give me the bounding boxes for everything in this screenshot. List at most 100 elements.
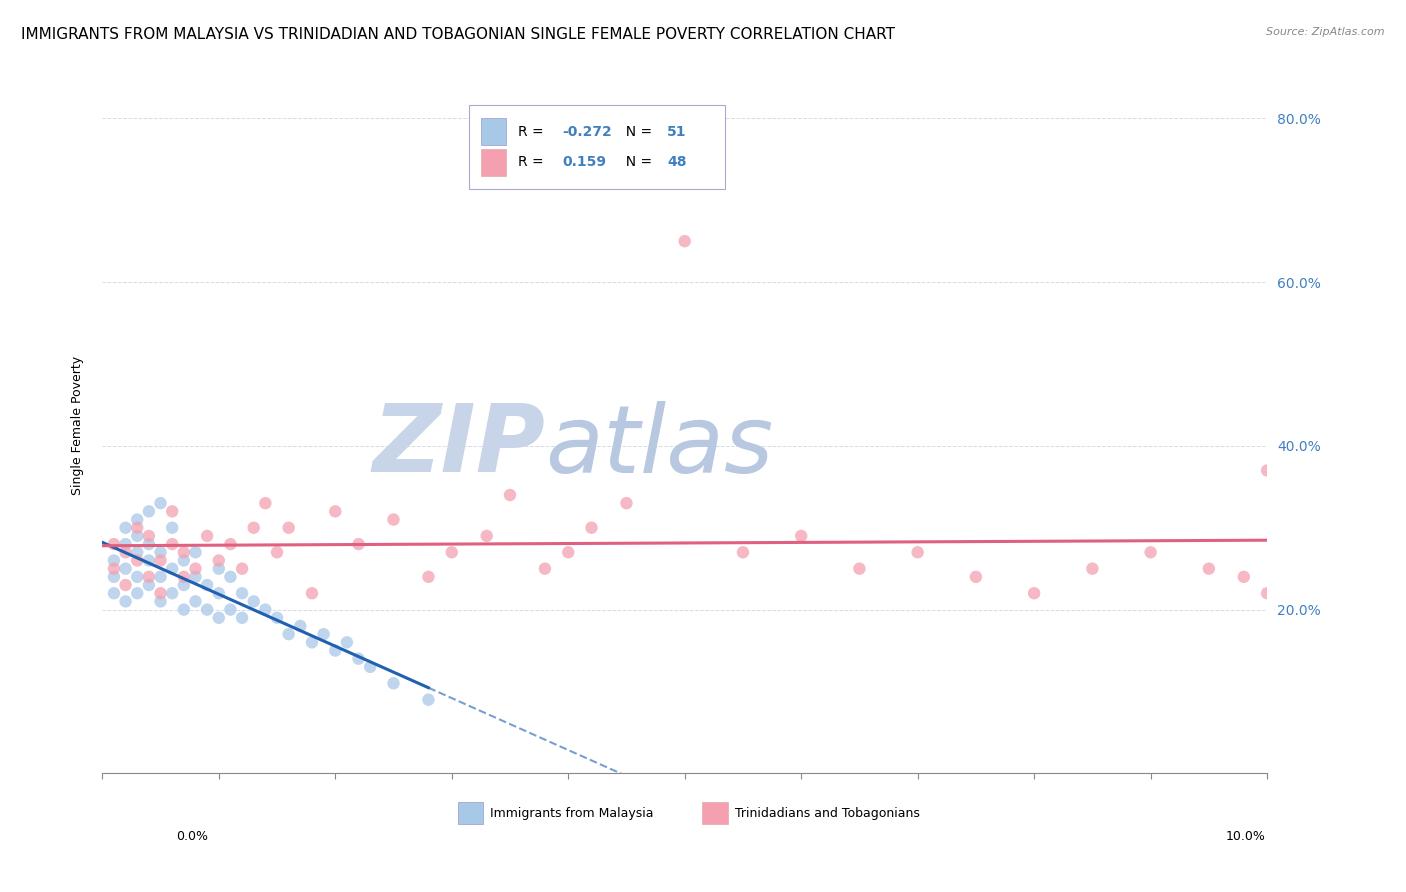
- Point: [581, 521, 603, 535]
- Point: [160, 586, 183, 600]
- Point: [1024, 586, 1046, 600]
- Point: [173, 553, 195, 567]
- Point: [127, 521, 149, 535]
- Point: [1256, 463, 1278, 477]
- Point: [149, 545, 172, 559]
- Point: [149, 496, 172, 510]
- Y-axis label: Single Female Poverty: Single Female Poverty: [72, 356, 84, 495]
- Point: [160, 562, 183, 576]
- Point: [965, 570, 987, 584]
- Point: [149, 586, 172, 600]
- Point: [359, 660, 381, 674]
- Point: [114, 594, 136, 608]
- Point: [418, 692, 440, 706]
- Point: [114, 562, 136, 576]
- Point: [277, 521, 299, 535]
- Point: [242, 594, 264, 608]
- Point: [1081, 562, 1104, 576]
- Point: [266, 611, 288, 625]
- Point: [231, 562, 253, 576]
- Text: -0.272: -0.272: [562, 125, 612, 139]
- Text: N =: N =: [617, 155, 657, 169]
- Point: [499, 488, 522, 502]
- Point: [254, 496, 277, 510]
- Point: [323, 643, 346, 657]
- Text: IMMIGRANTS FROM MALAYSIA VS TRINIDADIAN AND TOBAGONIAN SINGLE FEMALE POVERTY COR: IMMIGRANTS FROM MALAYSIA VS TRINIDADIAN …: [21, 27, 896, 42]
- Point: [418, 570, 440, 584]
- Point: [127, 545, 149, 559]
- Point: [347, 651, 370, 665]
- Point: [336, 635, 359, 649]
- Point: [219, 537, 242, 551]
- Point: [907, 545, 929, 559]
- Point: [160, 521, 183, 535]
- Point: [114, 578, 136, 592]
- Point: [231, 586, 253, 600]
- Point: [103, 562, 125, 576]
- Text: ZIP: ZIP: [373, 401, 546, 492]
- Point: [173, 602, 195, 616]
- FancyBboxPatch shape: [457, 802, 484, 824]
- Point: [195, 602, 218, 616]
- Point: [382, 676, 405, 690]
- Point: [149, 570, 172, 584]
- Text: Immigrants from Malaysia: Immigrants from Malaysia: [491, 806, 654, 820]
- Point: [1198, 562, 1220, 576]
- Point: [266, 545, 288, 559]
- Text: 0.0%: 0.0%: [176, 830, 208, 843]
- Point: [277, 627, 299, 641]
- Text: 51: 51: [668, 125, 686, 139]
- FancyBboxPatch shape: [702, 802, 728, 824]
- Point: [290, 619, 312, 633]
- Text: R =: R =: [519, 125, 548, 139]
- Point: [790, 529, 813, 543]
- Point: [103, 553, 125, 567]
- Point: [173, 578, 195, 592]
- Point: [173, 545, 195, 559]
- Point: [103, 537, 125, 551]
- Point: [254, 602, 277, 616]
- Point: [195, 578, 218, 592]
- Point: [138, 570, 160, 584]
- Point: [127, 586, 149, 600]
- FancyBboxPatch shape: [470, 105, 725, 189]
- Point: [184, 545, 207, 559]
- Point: [138, 504, 160, 518]
- Point: [323, 504, 346, 518]
- Point: [301, 635, 323, 649]
- Point: [149, 594, 172, 608]
- Point: [848, 562, 870, 576]
- Point: [673, 234, 696, 248]
- Text: N =: N =: [617, 125, 657, 139]
- Point: [208, 562, 231, 576]
- Point: [208, 586, 231, 600]
- Text: Trinidadians and Tobagonians: Trinidadians and Tobagonians: [735, 806, 920, 820]
- Text: 0.159: 0.159: [562, 155, 606, 169]
- Point: [195, 529, 218, 543]
- Point: [219, 570, 242, 584]
- Point: [184, 594, 207, 608]
- Point: [103, 586, 125, 600]
- Point: [440, 545, 463, 559]
- Point: [173, 570, 195, 584]
- Point: [114, 537, 136, 551]
- Point: [114, 521, 136, 535]
- Point: [231, 611, 253, 625]
- Point: [731, 545, 754, 559]
- Text: Source: ZipAtlas.com: Source: ZipAtlas.com: [1267, 27, 1385, 37]
- Text: 48: 48: [668, 155, 686, 169]
- Point: [149, 553, 172, 567]
- Point: [208, 553, 231, 567]
- Point: [138, 578, 160, 592]
- Point: [208, 611, 231, 625]
- Point: [184, 570, 207, 584]
- Point: [301, 586, 323, 600]
- Text: R =: R =: [519, 155, 548, 169]
- Point: [127, 529, 149, 543]
- Point: [160, 504, 183, 518]
- Point: [475, 529, 498, 543]
- Point: [557, 545, 579, 559]
- Point: [160, 537, 183, 551]
- Point: [114, 545, 136, 559]
- Text: 10.0%: 10.0%: [1226, 830, 1265, 843]
